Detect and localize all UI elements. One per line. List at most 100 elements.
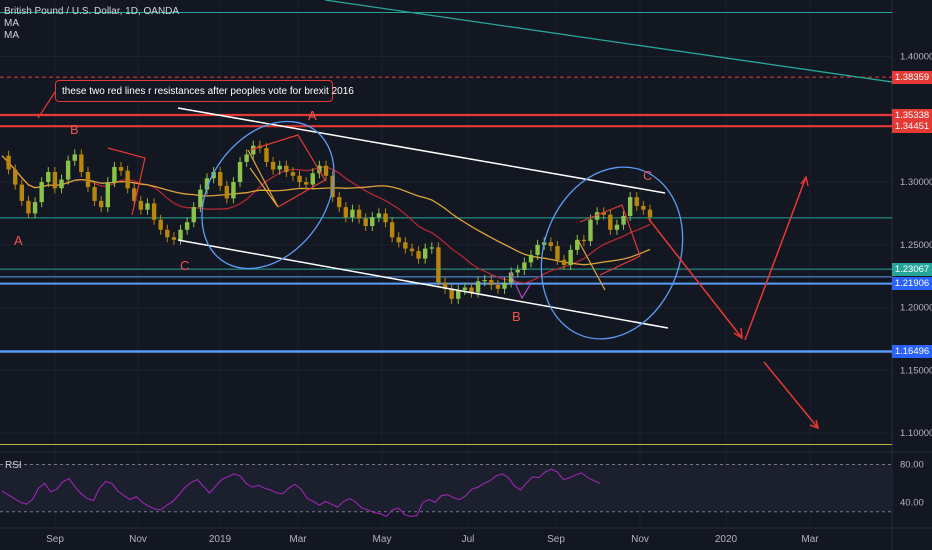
x-tick-label: Mar <box>289 534 307 545</box>
time-axis[interactable]: Sep Nov 2019 Mar May Jul Sep Nov 2020 Mar <box>46 534 819 545</box>
candle-body <box>39 182 44 203</box>
y-tick-label: 1.40000 <box>900 52 932 63</box>
candle-body <box>442 282 448 289</box>
candle-body <box>151 203 157 220</box>
x-tick-label: Sep <box>547 534 565 545</box>
candle-body <box>6 155 11 170</box>
purple-wedge <box>509 271 531 300</box>
red-wedge-mid <box>107 147 146 216</box>
candle-body <box>118 166 124 171</box>
long-term-trendline[interactable] <box>324 0 893 83</box>
candle-body <box>158 219 163 230</box>
candle-body <box>310 173 315 185</box>
rsi-pane <box>0 463 892 518</box>
candle-body <box>218 172 223 186</box>
candle-body <box>528 254 534 263</box>
candle-body <box>171 237 177 240</box>
candle-body <box>350 209 355 218</box>
price-bars <box>6 140 653 304</box>
candle-body <box>46 172 51 183</box>
red-wedge-left <box>249 134 326 208</box>
candle-body <box>522 262 527 270</box>
orange-wedge-right <box>577 239 606 291</box>
y-tick-label: 1.10000 <box>900 428 932 439</box>
candle-body <box>475 281 481 293</box>
candle-body <box>79 154 84 173</box>
candle-body <box>396 237 401 243</box>
candle-body <box>449 288 454 299</box>
candle-body <box>568 249 573 265</box>
price-tag: 1.38359 <box>892 70 932 84</box>
callout-note[interactable]: these two red lines r resistances after … <box>55 80 354 102</box>
ma-legend-1[interactable]: MA <box>4 18 19 29</box>
candle-body <box>211 172 216 179</box>
rsi-line <box>1 468 601 518</box>
projection-arrow-up <box>744 176 807 341</box>
candle-body <box>343 207 349 218</box>
candle-body <box>19 184 25 201</box>
teal-trendline <box>324 0 893 83</box>
price-axis[interactable]: 1.40000 1.30000 1.25000 1.20000 1.15000 1.100… <box>900 52 932 509</box>
chart-legend: British Pound / U.S. Dollar, 1D, OANDA M… <box>4 6 179 42</box>
wave-label: B <box>70 122 79 137</box>
x-tick-label: May <box>373 534 392 545</box>
candle-body <box>92 187 97 201</box>
candle-body <box>376 213 382 218</box>
ellipse-left <box>201 120 335 270</box>
candle-body <box>389 222 395 238</box>
rsi-band <box>0 464 892 512</box>
candle-body <box>85 172 91 188</box>
price-tag: 1.21906 <box>892 277 932 291</box>
candle-body <box>125 170 130 189</box>
candle-body <box>561 259 567 265</box>
candle-body <box>356 209 362 219</box>
projection-arrow-down-2-head <box>809 419 820 430</box>
wave-label: A <box>14 233 23 248</box>
candle-body <box>138 200 144 210</box>
horizontal-levels[interactable] <box>0 12 892 445</box>
price-tag: 1.34451 <box>892 119 932 133</box>
wave-label: A <box>308 108 317 123</box>
candle-body <box>588 219 593 242</box>
candle-body <box>469 287 474 293</box>
candle-body <box>436 247 441 283</box>
candle-body <box>601 212 606 215</box>
candle-body <box>581 239 587 242</box>
candle-body <box>508 272 514 283</box>
candle-body <box>548 242 554 247</box>
red-wedge-right <box>579 204 641 276</box>
candle-body <box>112 166 117 183</box>
candle-body <box>515 269 520 273</box>
candle-body <box>323 165 329 176</box>
wave-label: B <box>512 309 521 324</box>
candle-body <box>409 248 415 252</box>
candle-body <box>32 202 38 214</box>
candle-body <box>145 203 150 210</box>
ma-legend-2[interactable]: MA <box>4 30 19 41</box>
drawings[interactable] <box>37 91 820 430</box>
candle-body <box>614 224 620 230</box>
candle-body <box>277 165 282 170</box>
candle-body <box>575 239 580 250</box>
candle-body <box>403 242 408 249</box>
candle-body <box>244 154 249 162</box>
candle-body <box>204 178 210 190</box>
projection-arrow-down <box>647 217 743 339</box>
candle-body <box>621 215 626 225</box>
candle-body <box>429 247 434 249</box>
note-pointer <box>37 91 56 119</box>
y-tick-label: 1.25000 <box>900 240 932 251</box>
candle-body <box>641 205 646 210</box>
candle-body <box>502 282 507 289</box>
x-tick-label: Jul <box>462 534 475 545</box>
projection-arrow-down-2 <box>763 361 819 429</box>
candle-body <box>337 197 342 208</box>
candle-body <box>178 229 183 240</box>
candle-body <box>290 172 296 176</box>
candle-body <box>105 182 110 208</box>
candle-body <box>422 248 428 259</box>
x-tick-label: 2020 <box>715 534 738 545</box>
rsi-tick-label: 40.00 <box>900 497 924 508</box>
wave-label: C <box>180 258 189 273</box>
